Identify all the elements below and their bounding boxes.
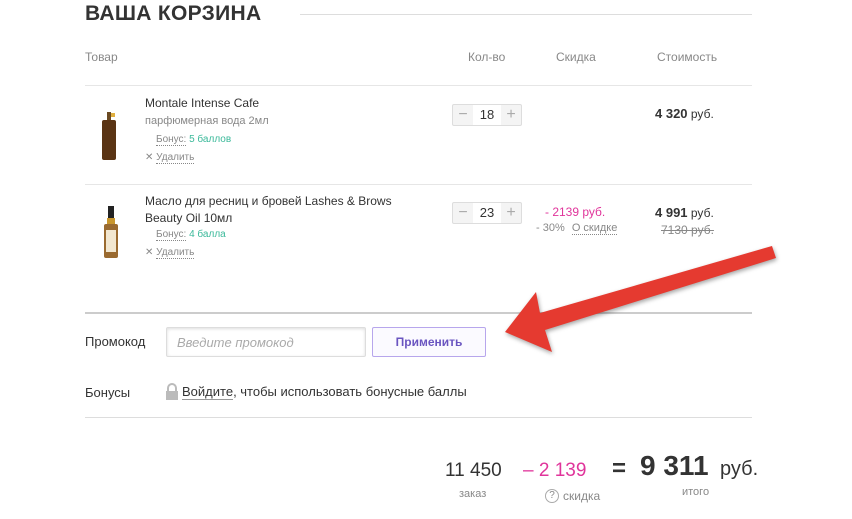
close-icon: ✕: [145, 152, 154, 163]
order-label: заказ: [459, 488, 487, 500]
divider: [85, 312, 752, 314]
bonuses-text: , чтобы использовать бонусные баллы: [233, 384, 467, 399]
divider: [85, 417, 752, 418]
login-link[interactable]: Войдите: [182, 383, 234, 400]
quantity-stepper[interactable]: −23 +: [452, 202, 522, 224]
item-name[interactable]: Montale Intense Cafe: [145, 96, 260, 110]
minus-button[interactable]: −: [458, 106, 468, 123]
col-discount: Скидка: [556, 50, 596, 64]
minus-button[interactable]: −: [458, 204, 468, 221]
col-qty: Кол-во: [468, 50, 506, 64]
bonus-label[interactable]: Бонус:: [156, 229, 187, 241]
divider: [85, 184, 752, 185]
bonus-value: 4 балла: [189, 229, 226, 240]
col-product: Товар: [85, 50, 118, 64]
discount-label: ? скидка: [545, 489, 600, 503]
discount-info: - 30% О скидке: [536, 222, 618, 235]
total-label: итого: [682, 486, 710, 498]
divider: [85, 85, 752, 86]
bonus-label[interactable]: Бонус:: [156, 134, 187, 146]
plus-button[interactable]: +: [506, 204, 516, 221]
help-icon[interactable]: ?: [545, 489, 559, 503]
title-divider: [300, 14, 752, 15]
promo-input[interactable]: [166, 327, 366, 357]
lock-icon: [166, 383, 178, 400]
old-price: 7130 руб.: [661, 223, 714, 237]
item-name[interactable]: Масло для ресниц и бровей Lashes & Brows…: [145, 194, 392, 225]
order-sum: 11 450: [445, 460, 502, 481]
discount-amount: - 2139 руб.: [545, 205, 606, 219]
discount-percent: - 30%: [536, 222, 565, 234]
apply-button[interactable]: Применить: [372, 327, 486, 357]
item-price: 4 320 руб.: [655, 106, 714, 121]
item-price: 4 991 руб.: [655, 205, 714, 220]
page-title: ВАША КОРЗИНА: [85, 2, 262, 25]
quantity-stepper[interactable]: −18 +: [452, 104, 522, 126]
close-icon: ✕: [145, 247, 154, 258]
discount-sum: – 2 139: [523, 460, 587, 481]
bonuses-login: Войдите, чтобы использовать бонусные бал…: [165, 383, 467, 400]
item-bonus: Бонус: 4 балла: [156, 229, 226, 241]
total-currency: руб.: [720, 458, 759, 480]
product-image-oil[interactable]: [102, 206, 120, 258]
product-image-perfume[interactable]: [99, 112, 119, 160]
remove-button[interactable]: ✕ Удалить: [145, 247, 195, 259]
equals-sign: =: [612, 455, 627, 482]
col-cost: Стоимость: [657, 50, 718, 64]
remove-button[interactable]: ✕ Удалить: [145, 152, 195, 164]
plus-button[interactable]: +: [506, 106, 516, 123]
quantity-value[interactable]: 18: [473, 105, 501, 125]
bonus-value: 5 баллов: [189, 134, 232, 145]
item-subtitle: парфюмерная вода 2мл: [145, 115, 269, 127]
promo-label: Промокод: [85, 334, 146, 349]
total-sum: 9 311: [640, 450, 709, 481]
item-bonus: Бонус: 5 баллов: [156, 134, 232, 146]
bonuses-label: Бонусы: [85, 385, 131, 400]
quantity-value[interactable]: 23: [473, 203, 501, 223]
about-discount-link[interactable]: О скидке: [571, 222, 618, 235]
